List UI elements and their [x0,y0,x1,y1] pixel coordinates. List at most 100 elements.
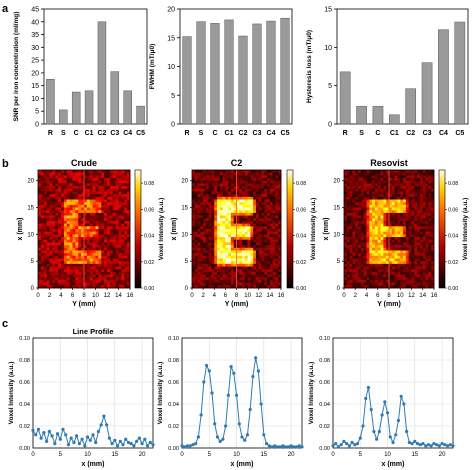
heatmap-cell [112,183,116,187]
heatmap-cell [98,204,102,208]
heatmap-cell [109,266,114,270]
heatmap-cell [225,250,229,254]
heatmap-cell [250,242,254,246]
data-point [342,439,346,443]
heatmap-cell [46,229,50,232]
heatmap-cell [92,207,96,211]
heatmap-cell [255,274,260,278]
heatmap-cell [372,231,376,235]
heatmap-cell [197,282,201,286]
heatmap-cell [360,204,364,208]
heatmap-cell [380,277,384,281]
heatmap-cell [40,274,45,278]
heatmap-cell [192,277,196,281]
heatmap-cell [261,253,265,257]
heatmap-cell [78,210,82,214]
series-line [181,357,303,448]
plot-frame [332,337,454,449]
heatmap-cell [121,239,125,243]
heatmap-cell [264,263,268,267]
heatmap-cell [377,188,381,192]
heatmap-cell [101,226,105,230]
heatmap-cell [422,226,426,230]
heatmap-cell [267,239,271,243]
heatmap-cell [118,172,122,176]
heatmap-cell [52,186,56,190]
heatmap-cell [394,204,398,208]
heatmap-title: C2 [231,158,243,168]
heatmap-cell [247,263,251,267]
heatmap-cell [43,237,47,241]
heatmap-cell [230,285,235,289]
heatmap-cell [38,175,42,179]
heatmap-cell [422,245,426,249]
heatmap-cell [61,269,65,273]
heatmap-cell [200,279,204,283]
heatmap-cell [118,215,122,219]
heatmap-cell [115,207,119,211]
heatmap-cell [278,266,282,270]
heatmap-cell [352,223,356,227]
heatmap-cell [194,199,198,203]
heatmap-cell [242,247,246,251]
heatmap-cell [222,194,226,198]
heatmap-cell [352,226,356,230]
heatmap-cell [369,196,373,200]
heatmap-cell [383,215,387,219]
heatmap-cell [247,199,251,203]
heatmap-cell [49,215,53,219]
heatmap-cell [84,263,88,267]
heatmap-cell [386,237,390,241]
heatmap-cell [255,229,260,232]
heatmap-cell [230,186,235,190]
heatmap-cell [372,210,376,214]
heatmap-cell [109,204,114,208]
bar [71,91,81,125]
heatmap-cell [397,229,401,232]
heatmap-cell [377,253,381,257]
heatmap-cell [69,282,73,286]
heatmap-cell [408,258,412,262]
heatmap-cell [255,255,260,259]
heatmap-cell [217,237,221,241]
heatmap-cell [239,186,243,190]
heatmap-cell [278,263,282,267]
heatmap-cell [419,202,424,206]
heatmap-cell [258,250,262,254]
heatmap-cell [267,226,271,230]
heatmap-cell [275,258,279,262]
heatmap-cell [236,170,240,173]
heatmap-cell [428,215,432,219]
heatmap-cell [89,199,93,203]
heatmap-cell [400,199,404,203]
heatmap-cell [400,269,404,273]
heatmap-cell [107,242,111,246]
x-tick-label: 10 [84,452,91,458]
heatmap-cell [69,191,73,195]
heatmap-cell [115,277,119,281]
heatmap-cell [278,207,282,211]
x-tick-label: 4 [365,293,369,299]
heatmap-cell [355,183,359,187]
heatmap-cell [104,170,108,173]
heatmap-cell [217,178,221,182]
heatmap-cell [81,282,85,286]
heatmap-cell [230,188,235,192]
data-point [369,407,373,412]
heatmap-cell [49,239,53,243]
heatmap-cell [98,194,102,198]
heatmap-cell [127,180,131,184]
heatmap-cell [239,188,243,192]
heatmap-cell [203,175,207,179]
heatmap-cell [394,279,398,283]
heatmap-cell [78,204,82,208]
heatmap-cell [414,172,418,176]
heatmap-cell [417,212,421,216]
heatmap-cell [95,239,99,243]
heatmap-cell [219,229,223,232]
heatmap-cell [72,263,76,267]
heatmap-cell [203,237,207,241]
heatmap-cell [411,261,415,265]
heatmap-cell [358,242,362,246]
